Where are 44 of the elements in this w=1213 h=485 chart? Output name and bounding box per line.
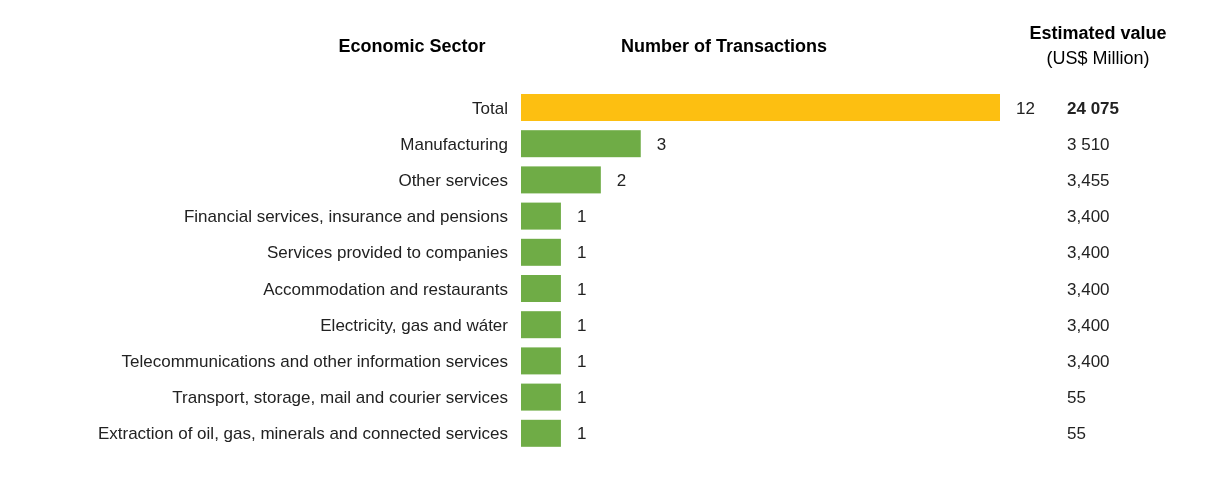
- data-label: 1: [576, 315, 587, 335]
- bar: [521, 275, 561, 302]
- data-label: 1: [576, 388, 587, 408]
- text: 55: [1067, 424, 1086, 444]
- text: 3,400: [1067, 279, 1110, 299]
- text: 24 075: [1067, 98, 1119, 118]
- y-axis-title: Economic Sector: [338, 36, 486, 56]
- data-label: 1: [576, 207, 587, 227]
- chart-title: Number of Transactions: [620, 36, 828, 56]
- text: 3,400: [1067, 315, 1110, 335]
- y-tick-label: Telecommunications and other information services: [121, 351, 508, 371]
- bar: [521, 202, 561, 230]
- text: 3,455: [1067, 170, 1110, 190]
- y-tick-label: Manufacturing: [400, 134, 508, 154]
- bar: [521, 130, 641, 158]
- y-tick-label: Total: [472, 98, 508, 118]
- text: 3 510: [1067, 134, 1110, 154]
- data-label: 3: [656, 134, 667, 154]
- data-label: 1: [576, 424, 587, 444]
- y-tick-label: Services provided to companies: [267, 243, 508, 263]
- bar: [521, 347, 561, 375]
- y-tick-label: Transport, storage, mail and courier services: [172, 388, 508, 408]
- bar: [521, 419, 561, 447]
- text: Estimated value: [1029, 23, 1167, 43]
- y-tick-label: Electricity, gas and wáter: [320, 315, 509, 335]
- data-label: 1: [576, 351, 587, 371]
- bar: [521, 238, 561, 266]
- bar: [521, 166, 601, 194]
- text: (US$ Million): [1046, 48, 1150, 68]
- bar: [521, 94, 1000, 121]
- y-tick-label: Financial services, insurance and pensions: [183, 207, 508, 227]
- text: 3,400: [1067, 351, 1110, 371]
- data-label: 12: [1016, 98, 1035, 118]
- bar: [521, 311, 561, 339]
- text: 55: [1067, 388, 1086, 408]
- y-tick-label: Extraction of oil, gas, minerals and connected services: [97, 424, 508, 444]
- y-tick-label: Accommodation and restaurants: [263, 279, 508, 299]
- data-label: 1: [576, 279, 587, 299]
- data-label: 1: [576, 243, 587, 263]
- data-label: 2: [616, 170, 627, 190]
- bar: [521, 383, 561, 411]
- y-tick-label: Other services: [398, 170, 508, 190]
- text: 3,400: [1067, 243, 1110, 263]
- text: 3,400: [1067, 207, 1110, 227]
